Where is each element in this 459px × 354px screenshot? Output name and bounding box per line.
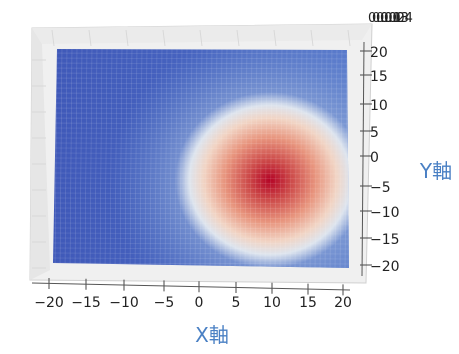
x-tick-label: −15 [71,295,101,311]
x-tick-label: 10 [263,295,281,311]
x-tick-label: 20 [334,295,352,311]
svg-text:0.03: 0.03 [380,11,409,26]
x-tick-label: 15 [299,295,317,311]
y-tick-label: 10 [370,98,388,114]
x-tick-label: −20 [34,295,64,311]
x-tick-label: 5 [232,295,241,311]
svg-text:0.02: 0.02 [376,11,405,26]
y-tick-label: 20 [370,45,388,61]
z-tick-labels: 0.00 0.01 0.02 0.03 0.04 [368,11,413,26]
y-tick-label: −20 [370,259,400,275]
y-tick-label: −15 [370,232,400,248]
x-tick-label: 0 [195,295,204,311]
x-axis: −20 −15 −10 −5 0 5 10 15 20 [34,278,352,311]
y-axis-line [361,41,365,277]
y-tick-label: 5 [370,125,379,141]
y-tick-label: −10 [370,205,400,221]
svg-text:0.01: 0.01 [372,11,401,26]
surface-peak [175,92,349,268]
x-tick-label: −5 [154,295,175,311]
surface [53,49,349,268]
y-tick-label: 0 [370,150,379,166]
x-axis-line [31,282,351,291]
x-axis-label: X軸 [195,323,229,347]
y-tick-label: −5 [370,180,391,196]
x-tick-label: −10 [109,295,139,311]
svg-text:0.04: 0.04 [384,11,413,26]
y-axis: 20 15 10 5 0 −5 −10 −15 −20 [360,45,400,275]
y-axis-label: Y軸 [419,159,452,183]
y-tick-label: 15 [370,69,388,85]
svg-text:0.00: 0.00 [368,11,397,26]
